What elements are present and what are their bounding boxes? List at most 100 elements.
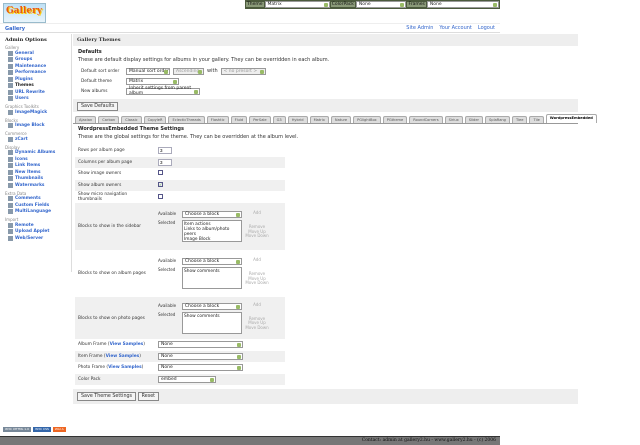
photo-frame-select[interactable]: None [158, 364, 243, 372]
add-button[interactable]: Add [253, 301, 261, 307]
rows-per-album-page-input[interactable] [158, 147, 172, 155]
move-down-button[interactable]: Move Down [245, 233, 269, 238]
your-account-link[interactable]: Your Account [439, 25, 472, 31]
default-theme-select[interactable]: Matrix [126, 77, 179, 85]
sidebar-group-blocks: Blocks [5, 117, 18, 123]
sidebar-item-remote[interactable]: Remote [5, 222, 68, 229]
tab-splarang[interactable]: SplaRang [485, 116, 510, 123]
tab-tile[interactable]: Tile [529, 116, 544, 123]
tab-nature[interactable]: Nature [330, 116, 352, 123]
presort-select[interactable]: < no presort > [220, 67, 266, 75]
sidebar-item-dynamic-albums[interactable]: Dynamic Albums [5, 150, 68, 157]
show-image-owners-checkbox[interactable] [158, 170, 163, 176]
new-albums-select[interactable]: Inherit settings from parent album [126, 86, 200, 96]
tab-persale[interactable]: PerSale [249, 116, 271, 123]
sidebar-item-groups[interactable]: Groups [5, 57, 68, 64]
reset-button[interactable]: Reset [137, 392, 160, 401]
sidebar-item-new-items[interactable]: New Items [5, 169, 68, 176]
sidebar-item-upload-applet[interactable]: Upload Applet [5, 229, 68, 236]
theme-select[interactable]: Matrix [264, 1, 330, 8]
selected-blocks-list[interactable]: Item actions Links to album/photo peers Im… [182, 220, 242, 242]
view-samples-link[interactable]: View Samples [109, 342, 144, 348]
sidebar-item-maintenance[interactable]: Maintenance [5, 63, 68, 70]
xhtml-badge[interactable]: W3C XHTML 1.0 [3, 427, 32, 432]
tab-roundcorners[interactable]: RoundCorners [409, 116, 443, 123]
logout-link[interactable]: Logout [477, 25, 495, 31]
tab-classic[interactable]: Classic [121, 116, 142, 123]
columns-per-album-page-input[interactable] [158, 158, 172, 166]
sort-order-select[interactable]: Manual sort order [126, 67, 170, 75]
tab-wordpressembedded[interactable]: WordpressEmbedded [545, 114, 597, 123]
tab-pglightbox[interactable]: PGlightBox [353, 116, 381, 123]
breadcrumb-gallery[interactable]: Gallery [5, 26, 26, 32]
sidebar-item-themes[interactable]: Themes [5, 83, 68, 90]
tab-hybrid[interactable]: Hybrid [287, 116, 308, 123]
selected-block-item[interactable]: Show comments [184, 313, 220, 319]
selected-block-item[interactable]: Show comments [184, 269, 220, 274]
selected-block-item[interactable]: Item actions [184, 222, 211, 227]
available-block-select[interactable]: Choose a block [182, 211, 242, 218]
tab-g3[interactable]: G3 [272, 116, 286, 123]
sidebar-item-general[interactable]: General [5, 50, 68, 57]
sidebar-item-url-rewrite[interactable]: URL Rewrite [5, 89, 68, 96]
remove-button[interactable]: Remove [248, 224, 266, 229]
tab-pgtheme[interactable]: PGtheme [382, 116, 408, 123]
remove-button[interactable]: Remove [248, 315, 266, 321]
tab-carbon[interactable]: Carbon [98, 116, 120, 123]
view-samples-link[interactable]: View Samples [105, 353, 140, 359]
sidebar-item-link-items[interactable]: Link Items [5, 163, 68, 170]
selected-block-item[interactable]: Image Block [184, 237, 211, 242]
tab-matrix[interactable]: Matrix [309, 116, 329, 123]
available-block-select[interactable]: Choose a block [182, 302, 242, 310]
tab-copyler[interactable]: CopyleR [143, 116, 167, 123]
sort-direction-select[interactable]: Ascending [173, 67, 204, 75]
sidebar-item-comments[interactable]: Comments [5, 196, 68, 203]
album-frame-select[interactable]: None [158, 341, 243, 349]
add-button[interactable]: Add [253, 210, 261, 215]
wai-badge[interactable]: WAI A [52, 427, 66, 432]
sidebar-item-icons[interactable]: Icons [5, 156, 68, 163]
save-theme-settings-button[interactable]: Save Theme Settings [77, 392, 137, 401]
add-button[interactable]: Add [253, 257, 261, 262]
selected-block-item[interactable]: Links to album/photo peers [184, 227, 230, 237]
tab-fluid[interactable]: Fluid [230, 116, 248, 123]
sidebar-item-imagemagick[interactable]: ImageMagick [5, 109, 68, 116]
frames-select[interactable]: None [426, 1, 499, 8]
sidebar-item-thumbnails[interactable]: Thumbnails [5, 176, 68, 183]
available-block-select[interactable]: Choose a block [182, 258, 242, 265]
gallery-logo[interactable]: Gallery [3, 3, 46, 23]
move-down-button[interactable]: Move Down [245, 280, 269, 285]
move-down-button[interactable]: Move Down [245, 324, 269, 330]
sidebar-item-image-block[interactable]: Image Block [5, 123, 68, 130]
sidebar-item-performance[interactable]: Performance [5, 70, 68, 77]
save-defaults-button[interactable]: Save Defaults [77, 102, 119, 111]
sidebar-item-zcart[interactable]: zCart [5, 136, 68, 143]
sidebar-item-custom-fields[interactable]: Custom Fields [5, 202, 68, 209]
sidebar-item-multilanguage[interactable]: MultiLanguage [5, 209, 68, 216]
show-micro-navigation-thumbnails-checkbox[interactable] [158, 193, 163, 199]
colorpack-select[interactable]: None [355, 1, 407, 8]
site-admin-link[interactable]: Site Admin [406, 25, 434, 31]
tab-siriux[interactable]: Siriux [444, 116, 463, 123]
sidebar-item-web-server[interactable]: Web/Server [5, 235, 68, 242]
sidebar-item-watermarks[interactable]: Watermarks [5, 182, 68, 189]
remove-button[interactable]: Remove [248, 271, 266, 276]
view-samples-link[interactable]: View Samples [108, 365, 142, 371]
tab-tiee[interactable]: Tiee [511, 116, 528, 123]
sidebar-item-plugins[interactable]: Plugins [5, 76, 68, 83]
move-up-button[interactable]: Move Up [248, 320, 266, 325]
css-badge[interactable]: W3C CSS [33, 427, 51, 432]
move-up-button[interactable]: Move Up [248, 228, 266, 234]
selected-blocks-list[interactable]: Show comments [182, 311, 242, 334]
move-up-button[interactable]: Move Up [248, 275, 266, 281]
breadcrumb[interactable]: Gallery [0, 23, 500, 33]
tab-slider[interactable]: Slider [464, 116, 484, 123]
item-frame-select[interactable]: None [158, 352, 243, 360]
selected-blocks-list[interactable]: Show comments [182, 267, 242, 289]
sidebar-item-users[interactable]: Users [5, 96, 68, 103]
tab-ajaxian[interactable]: Ajaxian [75, 116, 97, 123]
show-album-owners-checkbox[interactable]: ✓ [158, 182, 163, 188]
tab-eclecticthreads[interactable]: EclecticThreads [168, 116, 205, 123]
color-pack-select[interactable]: embed [158, 375, 216, 383]
tab-flashtic[interactable]: Flashtic [206, 116, 229, 123]
